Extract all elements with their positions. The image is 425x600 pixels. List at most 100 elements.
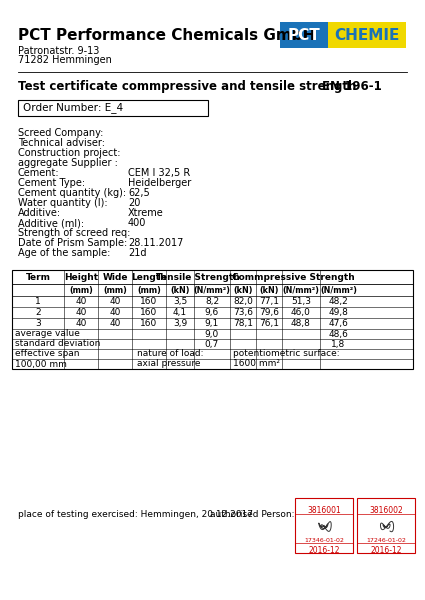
- Text: Additive (ml):: Additive (ml):: [18, 218, 84, 228]
- Text: Cement quantity (kg):: Cement quantity (kg):: [18, 188, 126, 198]
- Text: Order Number: E_4: Order Number: E_4: [23, 103, 123, 113]
- Text: Commpressive Strength: Commpressive Strength: [232, 272, 355, 281]
- Text: Cement:: Cement:: [18, 168, 60, 178]
- Text: (kN): (kN): [170, 286, 190, 295]
- Text: 48,8: 48,8: [291, 319, 311, 328]
- Text: 17246-01-02: 17246-01-02: [366, 538, 406, 543]
- Text: 51,3: 51,3: [291, 297, 311, 306]
- Text: (N/mm²): (N/mm²): [193, 286, 230, 295]
- Text: 8,2: 8,2: [205, 297, 219, 306]
- Text: Test certificate commpressive and tensile strength: Test certificate commpressive and tensil…: [18, 80, 357, 93]
- Text: Tensile Strength: Tensile Strength: [156, 272, 240, 281]
- Text: 77,1: 77,1: [259, 297, 279, 306]
- Text: 40: 40: [75, 297, 87, 306]
- Text: 0,7: 0,7: [205, 340, 219, 349]
- Bar: [357, 498, 415, 553]
- Text: 40: 40: [109, 297, 121, 306]
- Text: Patronatstr. 9-13: Patronatstr. 9-13: [18, 46, 99, 56]
- Text: 78,1: 78,1: [233, 319, 253, 328]
- Text: place of testing exercised: Hemmingen, 20.12.2017: place of testing exercised: Hemmingen, 2…: [18, 510, 253, 519]
- Bar: [280, 22, 328, 48]
- Text: 9,0: 9,0: [205, 329, 219, 338]
- Text: standard deviation: standard deviation: [15, 340, 100, 349]
- Text: effective span: effective span: [15, 349, 79, 358]
- Text: Cement Type:: Cement Type:: [18, 178, 85, 188]
- Text: 40: 40: [75, 319, 87, 328]
- Bar: [12, 270, 413, 369]
- Text: 2016-12: 2016-12: [308, 546, 340, 555]
- Text: (N/mm²): (N/mm²): [283, 286, 320, 295]
- Text: 46,0: 46,0: [291, 308, 311, 317]
- Text: 1,8: 1,8: [332, 340, 346, 349]
- Text: 49,8: 49,8: [329, 308, 348, 317]
- Text: CEM I 32,5 R: CEM I 32,5 R: [128, 168, 190, 178]
- Text: Screed Company:: Screed Company:: [18, 128, 103, 138]
- Text: 62,5: 62,5: [128, 188, 150, 198]
- Text: nature of load:: nature of load:: [137, 349, 204, 358]
- Text: 160: 160: [140, 319, 158, 328]
- Text: 40: 40: [109, 308, 121, 317]
- Bar: [18, 100, 208, 116]
- Text: 3,5: 3,5: [173, 297, 187, 306]
- Text: Heidelberger: Heidelberger: [128, 178, 191, 188]
- Text: 160: 160: [140, 308, 158, 317]
- Text: (mm): (mm): [137, 286, 161, 295]
- Text: 73,6: 73,6: [233, 308, 253, 317]
- Text: PCT Performance Chemicals GmbH: PCT Performance Chemicals GmbH: [18, 28, 315, 43]
- Text: (kN): (kN): [233, 286, 253, 295]
- Text: 71282 Hemmingen: 71282 Hemmingen: [18, 55, 112, 65]
- Text: Length: Length: [131, 272, 167, 281]
- Text: Term: Term: [26, 272, 51, 281]
- Text: 9,1: 9,1: [205, 319, 219, 328]
- Text: 3: 3: [35, 319, 41, 328]
- Text: 40: 40: [109, 319, 121, 328]
- Text: (N/mm²): (N/mm²): [320, 286, 357, 295]
- Text: 100,00 mm: 100,00 mm: [15, 359, 67, 368]
- Text: Xtreme: Xtreme: [128, 208, 164, 218]
- Text: 21d: 21d: [128, 248, 147, 258]
- Text: (mm): (mm): [103, 286, 127, 295]
- Text: (kN): (kN): [259, 286, 279, 295]
- Text: 40: 40: [75, 308, 87, 317]
- Text: 28.11.2017: 28.11.2017: [128, 238, 183, 248]
- Text: 17346-01-02: 17346-01-02: [304, 538, 344, 543]
- Text: 82,0: 82,0: [233, 297, 253, 306]
- Text: 48,2: 48,2: [329, 297, 348, 306]
- Bar: [295, 498, 353, 553]
- Text: 3,9: 3,9: [173, 319, 187, 328]
- Text: Water quantity (l):: Water quantity (l):: [18, 198, 108, 208]
- Text: 3816002: 3816002: [369, 506, 403, 515]
- Text: 1600 mm²: 1600 mm²: [233, 359, 280, 368]
- Text: 47,6: 47,6: [329, 319, 348, 328]
- Text: Age of the sample:: Age of the sample:: [18, 248, 110, 258]
- Text: 1: 1: [35, 297, 41, 306]
- Text: axial pressure: axial pressure: [137, 359, 201, 368]
- Text: Height: Height: [64, 272, 98, 281]
- Text: 76,1: 76,1: [259, 319, 279, 328]
- Text: Strength of screed req:: Strength of screed req:: [18, 228, 130, 238]
- Text: aggregate Supplier :: aggregate Supplier :: [18, 158, 118, 168]
- Text: 400: 400: [128, 218, 146, 228]
- Text: 48,6: 48,6: [329, 329, 348, 338]
- Text: Additive:: Additive:: [18, 208, 61, 218]
- Text: Technical adviser:: Technical adviser:: [18, 138, 105, 148]
- Text: 3816001: 3816001: [307, 506, 341, 515]
- Text: average value: average value: [15, 329, 80, 338]
- Text: 20: 20: [128, 198, 140, 208]
- Text: Wide: Wide: [102, 272, 128, 281]
- Text: 2: 2: [35, 308, 41, 317]
- Text: authorised Person:: authorised Person:: [210, 510, 295, 519]
- Text: 2016-12: 2016-12: [370, 546, 402, 555]
- Text: Date of Prism Sample:: Date of Prism Sample:: [18, 238, 127, 248]
- Text: (mm): (mm): [69, 286, 93, 295]
- Text: 79,6: 79,6: [259, 308, 279, 317]
- Text: potentiometric surface:: potentiometric surface:: [233, 349, 340, 358]
- Text: 160: 160: [140, 297, 158, 306]
- Text: Construction project:: Construction project:: [18, 148, 121, 158]
- Text: CHEMIE: CHEMIE: [334, 28, 400, 43]
- Bar: [328, 22, 406, 48]
- Text: PCT: PCT: [288, 28, 320, 43]
- Text: EN 196-1: EN 196-1: [322, 80, 382, 93]
- Text: 9,6: 9,6: [205, 308, 219, 317]
- Text: 4,1: 4,1: [173, 308, 187, 317]
